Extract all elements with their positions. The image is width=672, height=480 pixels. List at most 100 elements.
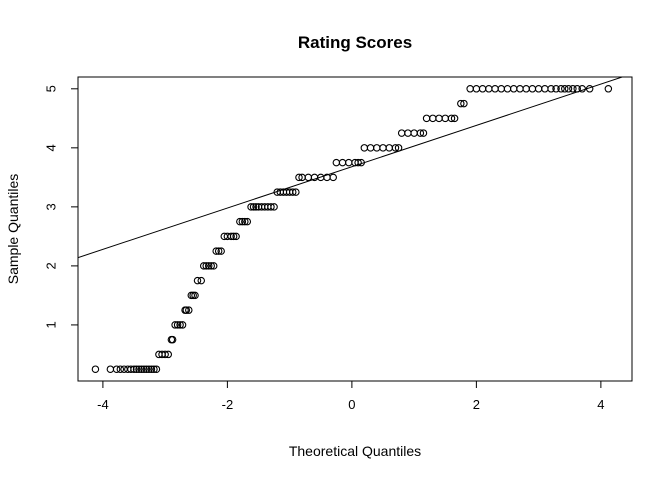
chart-title: Rating Scores [298,33,412,52]
data-point [204,262,213,270]
data-point [176,321,184,329]
data-point [116,365,125,373]
data-point [547,85,555,93]
data-point [410,129,418,137]
data-point [419,129,428,137]
data-point [404,129,412,137]
data-point [137,365,146,373]
data-point [267,203,275,211]
data-point [478,85,487,93]
data-point [207,262,215,270]
data-point [429,114,437,123]
data-point [450,114,459,123]
data-point [329,173,337,182]
data-point [289,188,297,196]
data-point [142,365,151,373]
data-point [229,232,238,241]
data-point [557,85,565,93]
x-tick-label: 0 [348,397,355,412]
data-point [441,114,450,123]
data-point [168,335,177,344]
y-tick-label: 1 [43,321,58,328]
data-point [217,247,225,255]
plot-area [78,77,624,373]
data-point [561,85,569,93]
data-point [394,144,403,152]
data-point [295,173,303,182]
data-point [214,247,223,255]
data-point [457,99,465,108]
data-point [466,85,474,93]
data-point [191,291,199,300]
data-point [249,203,258,211]
data-point [182,306,191,314]
data-point [132,365,141,373]
data-point [236,217,244,226]
data-point [193,276,202,285]
data-point [304,173,313,182]
data-point [435,114,443,123]
data-point [112,365,121,373]
data-point [178,321,187,329]
x-tick-label: 4 [597,397,604,412]
data-point [391,144,400,152]
data-point [534,85,543,93]
data-point [509,85,518,93]
data-point [366,144,375,152]
data-point [485,85,493,93]
data-point [161,350,169,359]
data-point [522,85,530,93]
data-point [247,203,255,211]
data-point [573,85,581,93]
data-point [173,321,182,329]
data-point [238,217,247,226]
data-point [164,350,173,359]
data-point [252,203,260,211]
data-point [227,232,235,241]
data-point [292,188,300,196]
data-point [345,158,353,167]
data-point [503,85,512,93]
data-point [564,85,573,93]
data-point [197,276,205,285]
x-tick-label: -2 [222,397,234,412]
data-point [357,158,365,167]
y-tick-label: 5 [43,85,58,92]
data-point [578,85,586,93]
data-point [145,365,153,373]
x-tick-label: -4 [97,397,109,412]
data-point [332,158,341,167]
data-point [171,321,179,329]
data-point [199,262,208,270]
data-point [270,203,278,211]
data-point [516,85,524,93]
data-point [243,217,252,226]
data-point [354,158,362,167]
y-tick-label: 3 [43,203,58,210]
y-axis-label: Sample Quantiles [5,174,21,285]
y-tick-label: 4 [43,144,58,151]
axes: -4 -2 0 2 4 1 2 3 4 5 [43,76,633,412]
data-point [397,129,406,137]
data-point [209,262,218,270]
data-point [202,262,210,270]
data-point [232,232,240,241]
data-point [491,85,499,93]
data-point [130,365,138,373]
y-tick-label: 2 [43,262,58,269]
data-point [150,365,158,373]
data-point [140,365,148,373]
data-point [147,365,156,373]
data-point [604,85,613,93]
data-point [447,114,456,123]
data-point [460,99,468,108]
plot-frame [77,76,633,382]
data-point [106,365,115,373]
x-axis-label: Theoretical Quantiles [289,443,421,459]
data-point [416,129,425,137]
data-point [360,144,369,152]
data-point [569,85,577,93]
data-point [497,85,506,93]
data-point [185,306,193,314]
